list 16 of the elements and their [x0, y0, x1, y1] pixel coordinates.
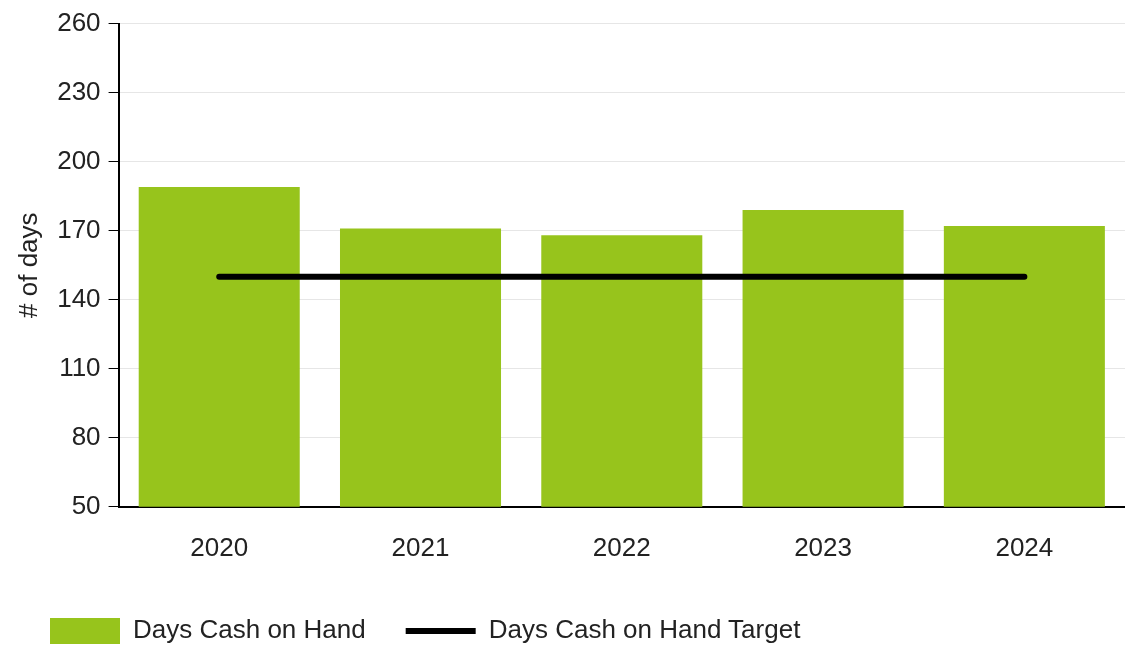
- y-axis-title: # of days: [12, 212, 43, 318]
- y-tick-label: 110: [59, 351, 101, 382]
- y-tick-label: 170: [57, 213, 101, 244]
- x-tick-label: 2023: [794, 531, 852, 562]
- x-tick-label: 2021: [391, 531, 450, 562]
- y-tick-label: 80: [71, 420, 101, 451]
- x-tick-label: 2022: [592, 531, 651, 562]
- x-tick-label: 2020: [190, 531, 249, 562]
- y-tick-label: 230: [57, 75, 101, 106]
- x-tick-label: 2024: [995, 531, 1054, 562]
- y-tick-label: 50: [71, 489, 101, 520]
- y-tick-label: 260: [57, 6, 101, 37]
- legend-label: Days Cash on Hand Target: [488, 614, 802, 645]
- legend-label: Days Cash on Hand: [133, 614, 366, 645]
- y-tick-label: 200: [57, 144, 101, 175]
- y-tick-label: 140: [57, 282, 101, 313]
